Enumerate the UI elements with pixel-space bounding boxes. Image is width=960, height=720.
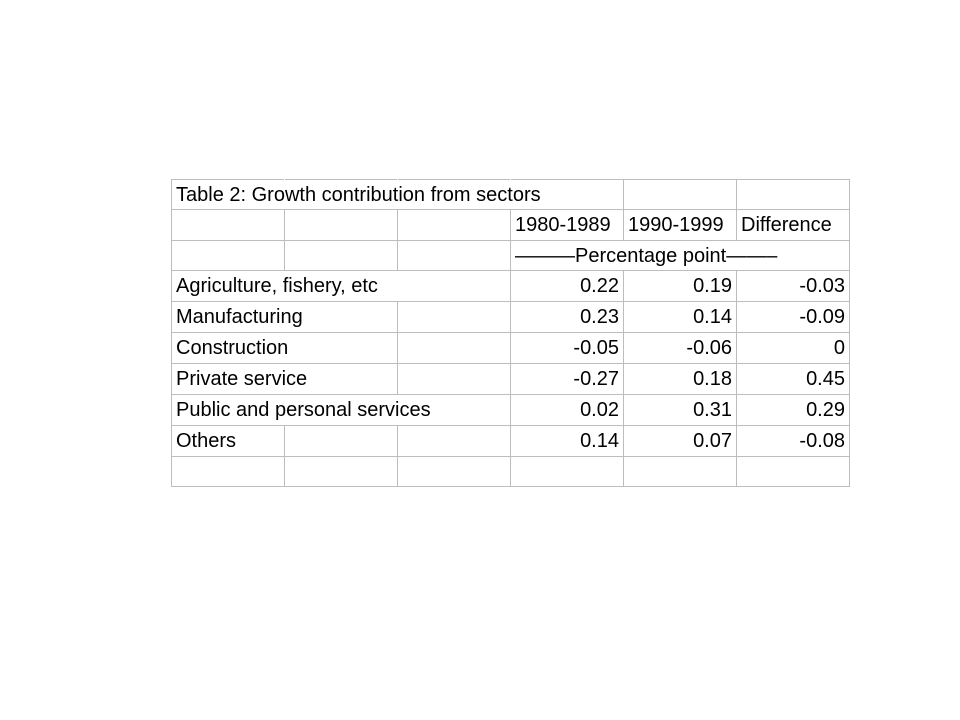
- header-1980-1989[interactable]: 1980-1989: [510, 209, 624, 241]
- cell[interactable]: [397, 301, 511, 333]
- value-cell[interactable]: 0.07: [623, 425, 737, 457]
- cell[interactable]: [284, 425, 398, 457]
- cell[interactable]: [623, 456, 737, 487]
- value-cell[interactable]: 0.23: [510, 301, 624, 333]
- value-cell[interactable]: 0.31: [623, 394, 737, 426]
- row-label-cell[interactable]: Public and personal services: [171, 394, 431, 426]
- cell[interactable]: [284, 270, 398, 302]
- cell[interactable]: [623, 240, 737, 271]
- row-label-cell[interactable]: Others: [171, 425, 285, 457]
- value-cell[interactable]: -0.06: [623, 332, 737, 364]
- cell[interactable]: [736, 179, 850, 210]
- title-cell[interactable]: Table 2: Growth contribution from sector…: [171, 179, 541, 210]
- table-row: Others 0.14 0.07 -0.08: [171, 425, 850, 457]
- row-label: Construction: [176, 337, 289, 359]
- cell[interactable]: [510, 456, 624, 487]
- value-cell[interactable]: 0.29: [736, 394, 850, 426]
- header-difference[interactable]: Difference: [736, 209, 850, 241]
- cell[interactable]: [397, 363, 511, 395]
- data-table: Table 2: Growth contribution from sector…: [171, 179, 850, 487]
- row-label-cell[interactable]: Construction: [171, 332, 289, 364]
- value-cell[interactable]: 0.02: [510, 394, 624, 426]
- cell[interactable]: [736, 240, 850, 271]
- cell[interactable]: [284, 301, 398, 333]
- cell[interactable]: [736, 456, 850, 487]
- cell[interactable]: [397, 425, 511, 457]
- value-cell[interactable]: -0.03: [736, 270, 850, 302]
- table-row: Manufacturing 0.23 0.14 -0.09: [171, 301, 850, 333]
- cell[interactable]: [284, 179, 398, 210]
- cell[interactable]: [397, 332, 511, 364]
- table-row: Construction -0.05 -0.06 0: [171, 332, 850, 364]
- cell[interactable]: [623, 179, 737, 210]
- cell[interactable]: [397, 240, 511, 271]
- value-cell[interactable]: 0.18: [623, 363, 737, 395]
- unit-row: ———Percentage point——–: [171, 240, 850, 271]
- cell[interactable]: [284, 240, 398, 271]
- cell[interactable]: [284, 394, 398, 426]
- value-cell[interactable]: -0.05: [510, 332, 624, 364]
- row-label: Public and personal services: [176, 399, 431, 421]
- empty-row: [171, 456, 850, 487]
- row-label: Private service: [176, 368, 308, 390]
- row-label-cell[interactable]: Private service: [171, 363, 307, 395]
- value-cell[interactable]: 0.22: [510, 270, 624, 302]
- cell[interactable]: [284, 209, 398, 241]
- cell[interactable]: [397, 394, 511, 426]
- row-label: Others: [176, 430, 237, 452]
- row-label-cell[interactable]: Agriculture, fishery, etc: [171, 270, 378, 302]
- table-row: Public and personal services 0.02 0.31 0…: [171, 394, 850, 426]
- cell[interactable]: [397, 456, 511, 487]
- cell[interactable]: [171, 456, 285, 487]
- row-label-cell[interactable]: Manufacturing: [171, 301, 303, 333]
- row-label: Manufacturing: [176, 306, 303, 328]
- cell[interactable]: [284, 332, 398, 364]
- cell[interactable]: [510, 179, 624, 210]
- value-cell[interactable]: -0.09: [736, 301, 850, 333]
- header-1990-1999[interactable]: 1990-1999: [623, 209, 737, 241]
- cell[interactable]: [171, 240, 285, 271]
- row-label: Agriculture, fishery, etc: [176, 275, 378, 297]
- table-title: Table 2: Growth contribution from sector…: [176, 184, 541, 206]
- value-cell[interactable]: 0.14: [623, 301, 737, 333]
- cell[interactable]: [397, 209, 511, 241]
- unit-label: ———Percentage point——–: [515, 245, 778, 267]
- header-row: 1980-1989 1990-1999 Difference: [171, 209, 850, 241]
- cell[interactable]: [284, 363, 398, 395]
- value-cell[interactable]: 0.14: [510, 425, 624, 457]
- cell[interactable]: [171, 209, 285, 241]
- title-row: Table 2: Growth contribution from sector…: [171, 179, 850, 210]
- cell[interactable]: [397, 270, 511, 302]
- value-cell[interactable]: 0.45: [736, 363, 850, 395]
- value-cell[interactable]: 0: [736, 332, 850, 364]
- value-cell[interactable]: -0.08: [736, 425, 850, 457]
- cell[interactable]: [284, 456, 398, 487]
- unit-cell[interactable]: ———Percentage point——–: [510, 240, 777, 271]
- value-cell[interactable]: 0.19: [623, 270, 737, 302]
- table-row: Agriculture, fishery, etc 0.22 0.19 -0.0…: [171, 270, 850, 302]
- table-row: Private service -0.27 0.18 0.45: [171, 363, 850, 395]
- value-cell[interactable]: -0.27: [510, 363, 624, 395]
